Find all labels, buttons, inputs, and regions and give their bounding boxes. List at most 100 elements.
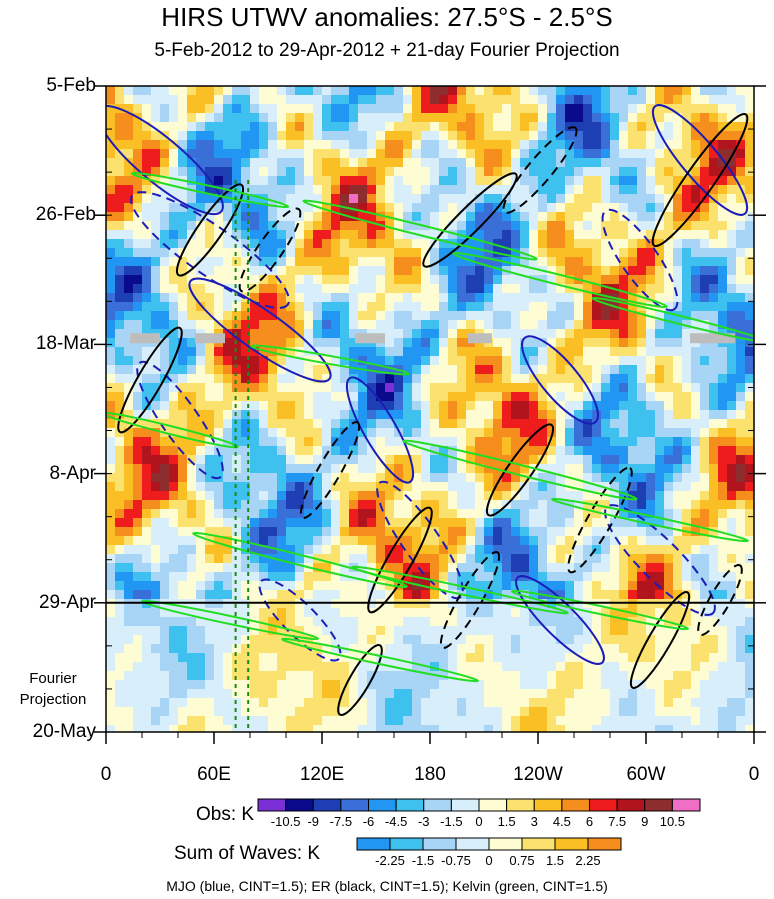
heat-cell <box>556 518 566 528</box>
heat-cell <box>628 383 638 393</box>
heat-cell <box>151 347 161 357</box>
heat-cell <box>151 491 161 501</box>
heat-cell <box>448 275 458 285</box>
heat-cell <box>259 680 269 690</box>
heat-cell <box>502 185 512 195</box>
heat-cell <box>349 536 359 546</box>
heat-cell <box>295 644 305 654</box>
heat-cell <box>214 356 224 366</box>
heat-cell <box>277 608 287 618</box>
heat-cell <box>646 473 656 483</box>
heat-cell <box>547 338 557 348</box>
heat-cell <box>223 662 233 672</box>
heat-cell <box>709 293 719 303</box>
heat-cell <box>106 284 116 294</box>
heat-cell <box>376 248 386 258</box>
chart-title: HIRS UTWV anomalies: 27.5°S - 2.5°S <box>161 2 613 32</box>
heat-cell <box>322 194 332 204</box>
heat-cell <box>106 95 116 105</box>
heat-cell <box>178 356 188 366</box>
heat-cell <box>565 257 575 267</box>
heat-cell <box>304 194 314 204</box>
heat-cell <box>718 122 728 132</box>
heat-cell <box>106 581 116 591</box>
heat-cell <box>331 284 341 294</box>
heat-cell <box>430 563 440 573</box>
heat-cell <box>583 536 593 546</box>
heat-cell <box>466 365 476 375</box>
heat-cell <box>565 617 575 627</box>
heat-cell <box>439 266 449 276</box>
heat-cell <box>259 104 269 114</box>
heat-cell <box>655 140 665 150</box>
heat-cell <box>583 455 593 465</box>
heat-cell <box>115 509 125 519</box>
heat-cell <box>331 104 341 114</box>
heat-cell <box>385 617 395 627</box>
heat-cell <box>412 671 422 681</box>
heat-cell <box>646 365 656 375</box>
heat-cell <box>340 383 350 393</box>
heat-cell <box>682 626 692 636</box>
heat-cell <box>511 239 521 249</box>
heat-cell <box>502 536 512 546</box>
heat-cell <box>700 239 710 249</box>
heat-cell <box>187 356 197 366</box>
heat-cell <box>169 473 179 483</box>
heat-cell <box>727 419 737 429</box>
heat-cell <box>475 248 485 258</box>
heat-cell <box>547 419 557 429</box>
heat-cell <box>214 320 224 330</box>
heat-cell <box>115 122 125 132</box>
heat-cell <box>457 617 467 627</box>
heat-cell <box>430 356 440 366</box>
heat-cell <box>664 365 674 375</box>
heat-cell <box>160 203 170 213</box>
heat-cell <box>340 329 350 339</box>
heat-cell <box>286 581 296 591</box>
heat-cell <box>115 194 125 204</box>
heat-cell <box>286 698 296 708</box>
heat-cell <box>619 347 629 357</box>
heat-cell <box>385 608 395 618</box>
heat-cell <box>295 320 305 330</box>
heat-cell <box>160 392 170 402</box>
heat-cell <box>520 419 530 429</box>
heat-cell <box>133 680 143 690</box>
heat-cell <box>538 374 548 384</box>
heat-cell <box>718 410 728 420</box>
heat-cell <box>646 635 656 645</box>
heat-cell <box>592 320 602 330</box>
heat-cell <box>745 95 754 105</box>
heat-cell <box>115 365 125 375</box>
heat-cell <box>709 122 719 132</box>
heat-cell <box>547 302 557 312</box>
heat-cell <box>673 509 683 519</box>
heat-cell <box>115 158 125 168</box>
heat-cell <box>520 374 530 384</box>
heat-cell <box>241 329 251 339</box>
heat-cell <box>259 545 269 555</box>
heat-cell <box>493 239 503 249</box>
heat-cell <box>358 140 368 150</box>
heat-cell <box>682 608 692 618</box>
heat-cell <box>511 320 521 330</box>
heat-cell <box>529 356 539 366</box>
heat-cell <box>403 491 413 501</box>
heat-cell <box>385 491 395 501</box>
heat-cell <box>196 392 206 402</box>
heat-cell <box>331 185 341 195</box>
heat-cell <box>151 194 161 204</box>
heat-cell <box>205 356 215 366</box>
heat-cell <box>322 293 332 303</box>
heat-cell <box>682 401 692 411</box>
heat-cell <box>331 329 341 339</box>
heat-cell <box>358 293 368 303</box>
heat-cell <box>106 527 116 537</box>
heat-cell <box>313 644 323 654</box>
heat-cell <box>610 194 620 204</box>
heat-cell <box>295 140 305 150</box>
heat-cell <box>385 689 395 699</box>
heat-cell <box>736 428 746 438</box>
heat-cell <box>574 221 584 231</box>
